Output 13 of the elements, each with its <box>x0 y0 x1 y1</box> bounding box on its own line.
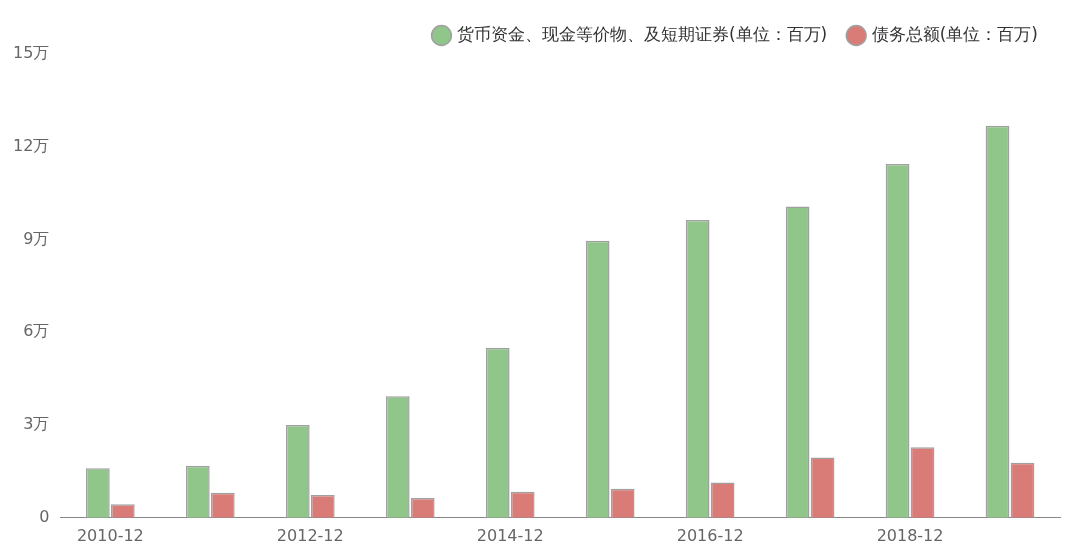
y-tick-label: 0 <box>39 506 50 526</box>
y-tick-label: 15万 <box>13 43 50 63</box>
y-tick-label: 3万 <box>23 414 50 434</box>
x-tick-label: 2014-12 <box>476 525 544 545</box>
x-tick-label: 2010-12 <box>76 525 144 545</box>
legend-label: 货币资金、现金等价物、及短期证券(单位：百万) <box>456 23 828 44</box>
y-tick-label: 12万 <box>13 135 50 155</box>
legend-label: 债务总额(单位：百万) <box>871 23 1038 44</box>
y-tick-label: 6万 <box>23 321 50 341</box>
y-tick-label: 9万 <box>23 228 50 248</box>
x-tick-label: 2018-12 <box>876 525 944 545</box>
x-tick-label: 2012-12 <box>276 525 344 545</box>
x-tick-label: 2016-12 <box>676 525 744 545</box>
